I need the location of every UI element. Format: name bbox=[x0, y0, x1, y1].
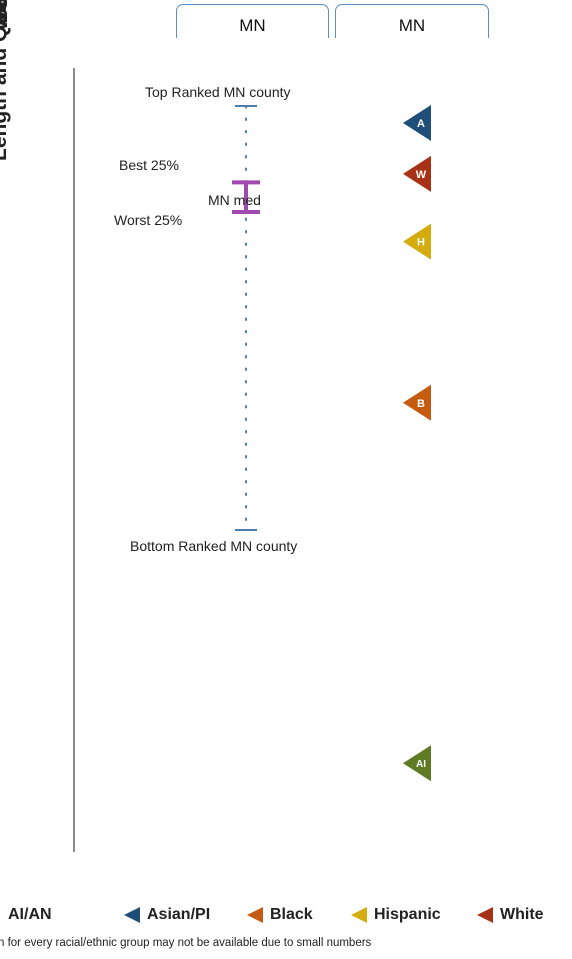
footnote: n for every racial/ethnic group may not … bbox=[0, 937, 372, 949]
legend-swatch-black bbox=[247, 907, 263, 923]
legend: AI/AN Asian/PI Black Hispanic White bbox=[0, 906, 572, 928]
bottom-county-label: Bottom Ranked MN county bbox=[130, 538, 298, 554]
legend-swatch-hispanic bbox=[351, 907, 367, 923]
legend-swatch-asian-pi bbox=[124, 907, 140, 923]
legend-label-ai-an: AI/AN bbox=[8, 906, 52, 923]
marker-letter-black: B bbox=[417, 398, 425, 410]
marker-hispanic bbox=[403, 223, 431, 260]
legend-swatch-white bbox=[477, 907, 493, 923]
header-tab-left: MN bbox=[176, 4, 329, 38]
legend-label-hispanic: Hispanic bbox=[374, 906, 441, 923]
best25-label: Best 25% bbox=[119, 157, 179, 173]
legend-label-black: Black bbox=[270, 906, 313, 923]
marker-white bbox=[403, 155, 431, 192]
legend-item-white: White bbox=[470, 906, 544, 924]
marker-black bbox=[403, 384, 431, 421]
legend-item-ai-an: AI/AN bbox=[8, 906, 52, 924]
marker-letter-asian-pi: A bbox=[417, 118, 425, 130]
top-county-label: Top Ranked MN county bbox=[145, 84, 291, 100]
axis-rule bbox=[73, 68, 75, 852]
header-tab-right: MN bbox=[335, 4, 489, 38]
worst25-label: Worst 25% bbox=[114, 212, 183, 228]
legend-label-asian-pi: Asian/PI bbox=[147, 906, 211, 923]
marker-asian-pi bbox=[403, 104, 431, 141]
median-label: MN med bbox=[208, 192, 261, 208]
marker-ai-an bbox=[403, 745, 431, 782]
legend-item-hispanic: Hispanic bbox=[344, 906, 441, 924]
legend-item-black: Black bbox=[240, 906, 313, 924]
legend-label-white: White bbox=[500, 906, 544, 923]
marker-letter-white: W bbox=[416, 169, 427, 181]
legend-item-asian-pi: Asian/PI bbox=[117, 906, 210, 924]
marker-letter-hispanic: H bbox=[417, 237, 425, 249]
chart-plot: AI A B H W bbox=[232, 104, 431, 782]
marker-letter-ai-an: AI bbox=[416, 759, 426, 770]
